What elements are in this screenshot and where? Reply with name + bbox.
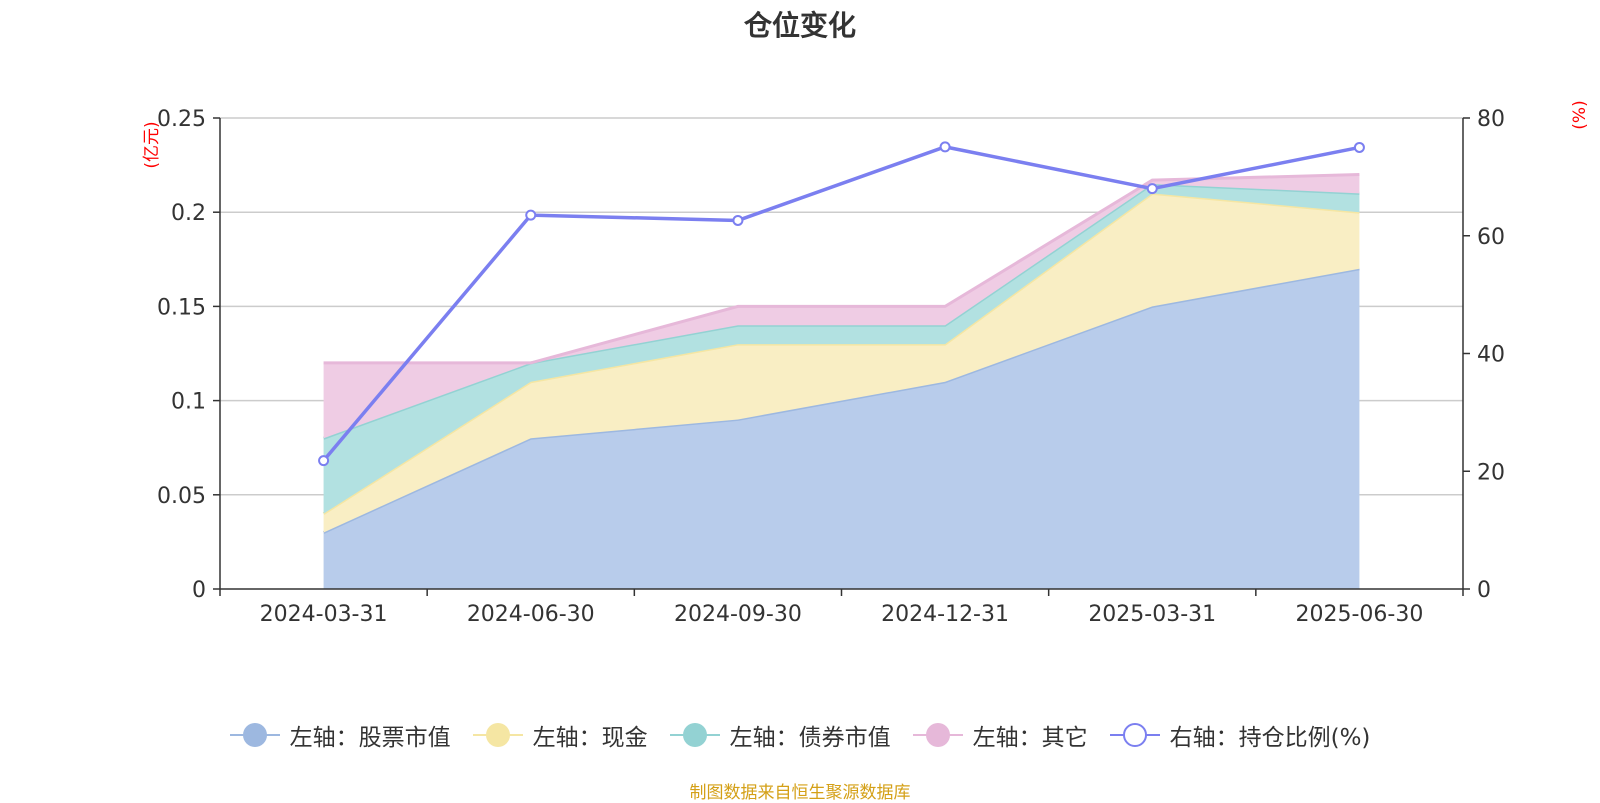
left-axis-unit: (亿元) [142, 121, 162, 168]
right-axis-tick-label: 40 [1477, 343, 1505, 368]
legend-label: 左轴：股票市值 [289, 725, 451, 751]
area-series-layer [322, 173, 1360, 589]
right-axis-tick-label: 0 [1477, 578, 1491, 603]
right-axis-tick-label: 80 [1477, 107, 1505, 132]
source-note: 制图数据来自恒生聚源数据库 [689, 783, 911, 803]
line-series-point [318, 455, 330, 467]
legend-label: 右轴：持仓比例(%) [1169, 725, 1371, 751]
axes: 0 0.05 0.1 0.15 0.2 0.25 0 20 40 60 80 2024-03-31 20… [157, 107, 1505, 627]
line-series-point [732, 214, 744, 226]
legend-swatch-icon [472, 722, 523, 748]
legend-item[interactable]: 左轴：现金 [472, 718, 648, 752]
legend-item[interactable]: 右轴：持仓比例(%) [1109, 718, 1371, 752]
legend-item[interactable]: 左轴：其它 [912, 718, 1088, 752]
right-axis-tick-label: 60 [1477, 225, 1505, 250]
x-axis-tick-label: 2024-03-31 [260, 602, 388, 627]
line-series-path [322, 145, 1360, 462]
legend-item[interactable]: 左轴：债券市值 [669, 718, 891, 752]
legend-label: 左轴：现金 [532, 725, 648, 751]
legend: 左轴：股票市值 左轴：现金 左轴：债券市值 左轴：其它 右轴：持仓比例(%) [0, 718, 1600, 752]
line-series-layer [318, 141, 1365, 467]
legend-swatch-icon [229, 722, 280, 748]
left-axis-tick-label: 0.1 [171, 390, 206, 415]
line-series-point [1353, 141, 1365, 153]
chart-title: 仓位变化 [743, 9, 856, 42]
legend-label: 左轴：债券市值 [729, 725, 891, 751]
area-fill-series-0 [323, 268, 1360, 589]
left-axis-tick-label: 0 [192, 578, 206, 603]
legend-swatch-icon [912, 722, 963, 748]
line-series-point [939, 141, 951, 153]
left-axis-tick-label: 0.15 [157, 295, 206, 320]
line-series-point [1146, 183, 1158, 195]
left-axis-tick-label: 0.05 [157, 484, 206, 509]
area-fill-series-1 [323, 193, 1360, 533]
left-axis-tick-label: 0.2 [171, 201, 206, 226]
line-series-point [525, 209, 537, 221]
legend-label: 左轴：其它 [972, 725, 1088, 751]
x-axis-tick-label: 2025-06-30 [1295, 602, 1423, 627]
right-axis-unit: (%) [1570, 100, 1590, 129]
area-edge-series-3 [323, 173, 1360, 365]
legend-swatch-icon [1109, 722, 1160, 748]
x-axis-tick-label: 2025-03-31 [1088, 602, 1216, 627]
x-axis-tick-label: 2024-09-30 [674, 602, 802, 627]
legend-swatch-icon [669, 722, 720, 748]
x-axis-tick-label: 2024-06-30 [467, 602, 595, 627]
x-axis-tick-label: 2024-12-31 [881, 602, 1009, 627]
left-axis-tick-label: 0.25 [157, 107, 206, 132]
legend-item[interactable]: 左轴：股票市值 [229, 718, 451, 752]
right-axis-tick-label: 20 [1477, 460, 1505, 485]
